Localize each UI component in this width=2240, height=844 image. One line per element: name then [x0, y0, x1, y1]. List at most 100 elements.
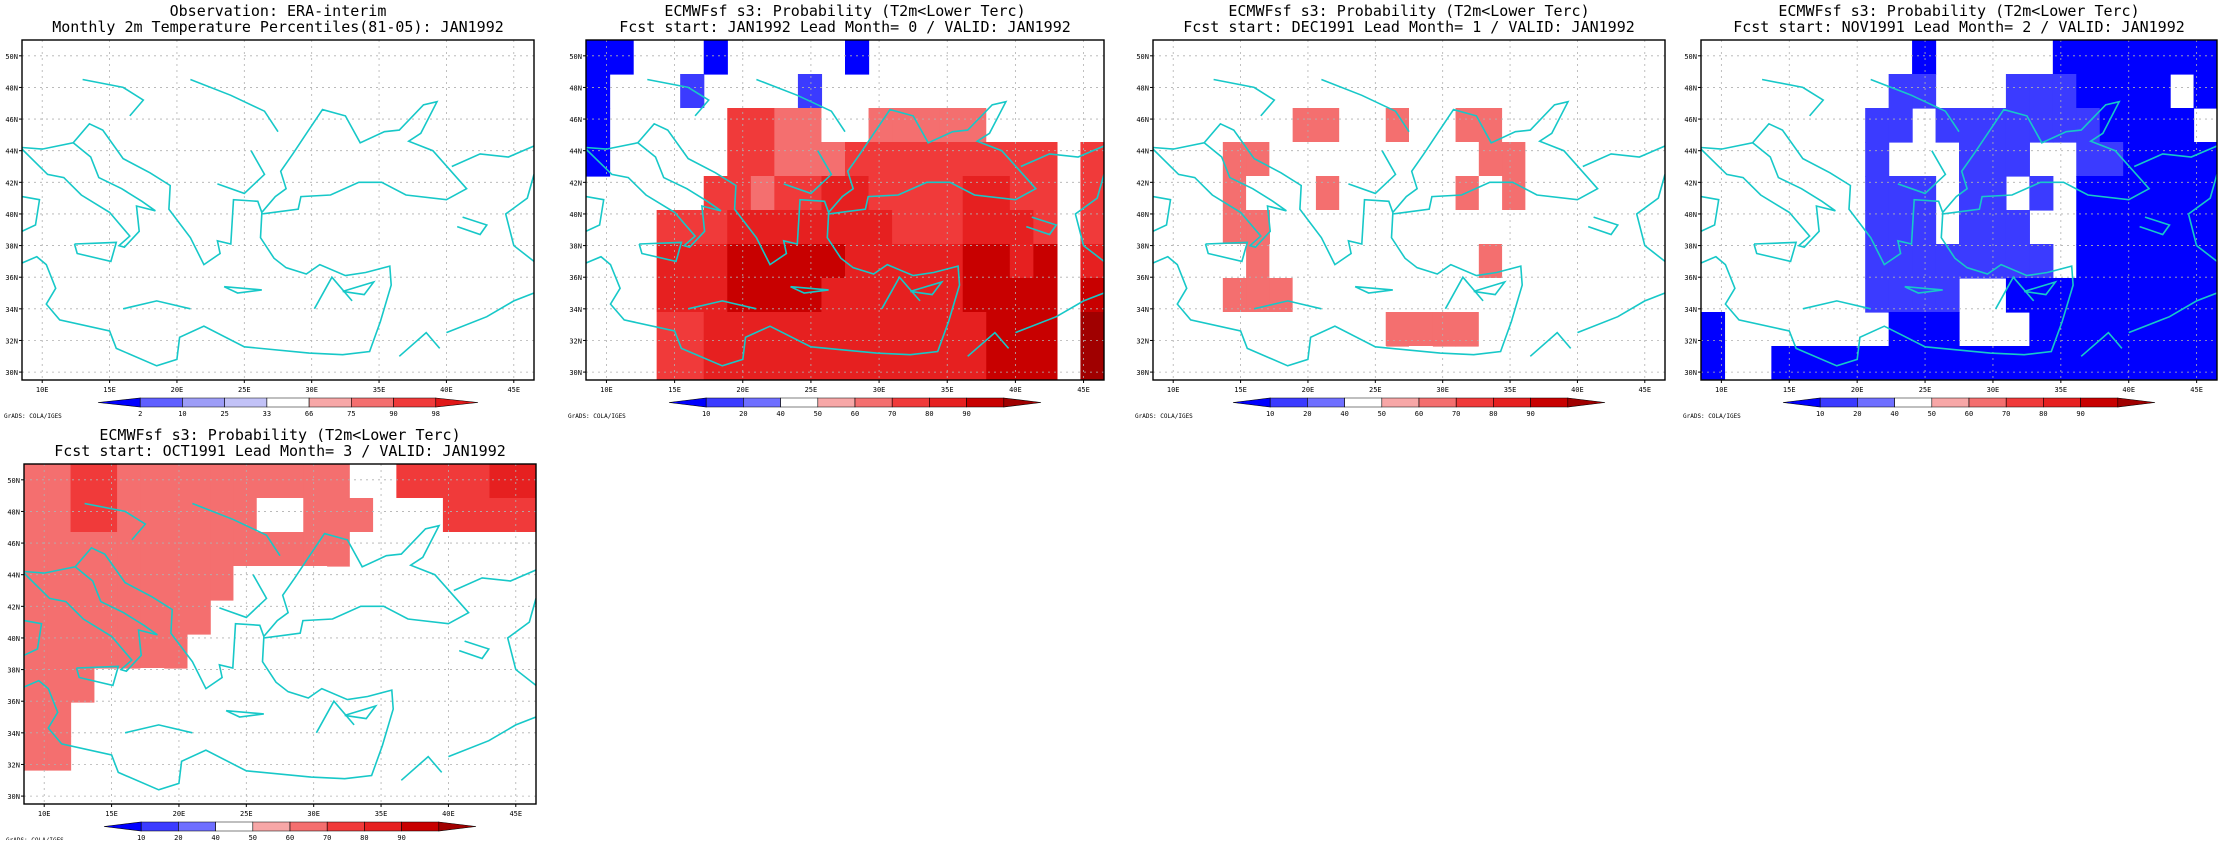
x-tick-label: 20E — [736, 386, 749, 394]
colorbar-label: 20 — [739, 410, 747, 418]
heat-cell — [1959, 176, 1984, 211]
y-tick-label: 50N — [1684, 53, 1697, 61]
heat-cell — [1199, 312, 1224, 347]
colorbar-segment — [743, 397, 781, 408]
y-tick-label: 38N — [1136, 243, 1149, 251]
heat-cell — [512, 532, 536, 567]
colorbar-segment — [1931, 397, 1970, 408]
heat-cell — [1432, 176, 1457, 211]
heat-cell — [1199, 74, 1224, 109]
heat-cell — [1385, 312, 1410, 347]
colorbar-segment — [2005, 397, 2044, 408]
y-tick-label: 40N — [5, 211, 18, 219]
chart-title: ECMWFsf s3: Probability (T2m<Lower Terc) — [1778, 2, 2139, 20]
heat-cell — [1548, 244, 1573, 279]
heat-cell — [1701, 74, 1726, 109]
x-tick-label: 15E — [105, 810, 118, 818]
y-tick-label: 30N — [1684, 369, 1697, 377]
heat-cell — [1339, 312, 1364, 347]
heat-cell — [1548, 278, 1573, 313]
heat-cell — [349, 532, 374, 567]
x-tick-label: 15E — [668, 386, 681, 394]
gridlines — [1153, 40, 1665, 380]
heat-cell — [1959, 244, 1984, 279]
colorbar-segment — [1455, 397, 1494, 408]
heat-cell — [1841, 40, 1866, 75]
heat-cell — [1478, 74, 1503, 109]
heat-cell — [163, 532, 188, 567]
heat-cell — [1315, 74, 1340, 109]
heat-cell — [1246, 312, 1270, 347]
heat-cell — [2052, 40, 2077, 75]
colorbar-label: 70 — [2002, 410, 2010, 418]
heat-cell — [1595, 142, 1620, 177]
heat-cell — [586, 74, 611, 109]
x-tick-label: 25E — [240, 810, 253, 818]
heat-cell — [442, 532, 467, 567]
heat-cell — [1771, 40, 1796, 75]
heat-cell — [1033, 278, 1058, 313]
heat-cell — [680, 108, 705, 143]
colorbar-segment — [817, 397, 856, 408]
heat-cell — [609, 210, 634, 245]
map-panel-2: ECMWFsf s3: Probability (T2m<Lower Terc)… — [568, 2, 1105, 420]
heat-cell — [2099, 244, 2124, 279]
heat-cell — [1432, 278, 1457, 313]
colorbar-segment — [401, 821, 440, 832]
heat-cell — [868, 244, 893, 279]
chart-title: ECMWFsf s3: Probability (T2m<Lower Terc) — [664, 2, 1025, 20]
heat-cell — [2170, 142, 2195, 177]
heat-cell — [1222, 176, 1247, 211]
colorbar-segment — [103, 821, 142, 832]
heat-cell — [1771, 346, 1796, 380]
heat-cell — [1502, 176, 1526, 211]
colorbar-segment — [1003, 397, 1042, 408]
heat-cell — [512, 464, 536, 499]
heat-cell — [915, 210, 940, 245]
heat-cell — [256, 566, 281, 601]
y-tick-label: 40N — [7, 635, 20, 643]
heat-cell — [1153, 40, 1177, 75]
heat-cell — [656, 346, 681, 380]
heat-cell — [656, 278, 681, 313]
colorbar-segment — [2117, 397, 2156, 408]
heat-cell — [656, 142, 681, 177]
heat-cell — [962, 176, 987, 211]
heat-cell — [1246, 176, 1270, 211]
heat-cell — [1009, 108, 1034, 143]
heat-cell — [797, 244, 823, 279]
heat-cell — [962, 278, 987, 313]
heat-cell — [609, 346, 634, 380]
heat-cell — [1362, 210, 1387, 245]
heat-cell — [1362, 108, 1387, 143]
colorbar-label: 98 — [432, 410, 440, 418]
heat-cell — [466, 498, 491, 533]
heat-cell — [774, 278, 799, 313]
heat-cell — [703, 244, 728, 279]
heat-cell — [1362, 278, 1387, 313]
heat-cell — [1009, 244, 1034, 279]
y-tick-label: 32N — [5, 337, 18, 345]
heat-cell — [2099, 40, 2124, 75]
chart-subtitle: Monthly 2m Temperature Percentiles(81-05… — [52, 18, 504, 36]
heat-cell — [1362, 142, 1387, 177]
chart-title: ECMWFsf s3: Probability (T2m<Lower Terc) — [1228, 2, 1589, 20]
heat-cell — [210, 532, 235, 567]
heat-cell — [1222, 74, 1247, 109]
x-tick-label: 30E — [1436, 386, 1449, 394]
heat-cell — [1747, 74, 1772, 109]
heat-cell — [915, 108, 940, 143]
heat-cell — [821, 142, 846, 177]
colorbar-label: 90 — [1526, 410, 1534, 418]
heat-cell — [703, 312, 728, 347]
colorbar-label: 60 — [1965, 410, 1973, 418]
heat-cell — [750, 210, 775, 245]
heat-cell — [2146, 74, 2171, 109]
colorbar-label: 90 — [389, 410, 397, 418]
y-tick-label: 30N — [1136, 369, 1149, 377]
colorbar-segment — [1567, 397, 1606, 408]
heat-cell — [1009, 278, 1034, 313]
heat-cell — [1153, 244, 1177, 279]
heat-cell — [1525, 176, 1550, 211]
heat-cell — [939, 244, 964, 279]
